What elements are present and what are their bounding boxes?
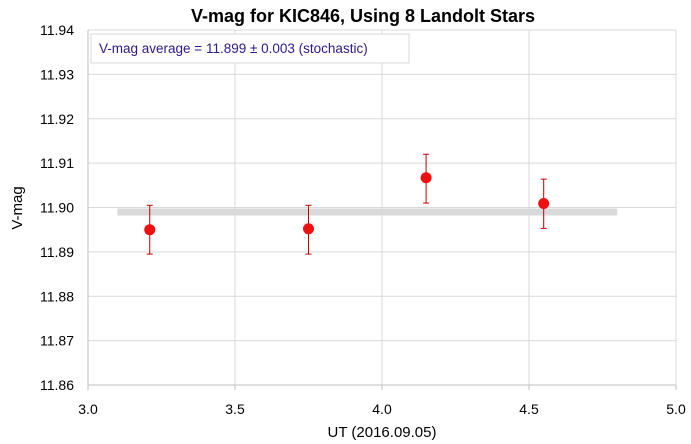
data-points [144,153,550,255]
data-point-group [144,204,156,255]
y-tick-label: 11.87 [40,333,74,349]
gridlines [87,29,677,386]
y-tick-label: 11.93 [40,66,74,82]
data-point [144,224,156,236]
x-tick-label: 5.0 [666,401,686,417]
data-point-group [303,204,314,255]
y-tick-label: 11.90 [40,200,74,216]
x-tick-label: 4.5 [519,401,539,417]
annotation-box: V-mag average = 11.899 ± 0.003 (stochast… [90,33,410,64]
y-tick-label: 11.89 [40,244,74,260]
data-point-group [420,153,432,204]
y-tick-label: 11.88 [40,288,74,304]
y-axis-title: V-mag [9,186,26,229]
annotation-text: V-mag average = 11.899 ± 0.003 (stochast… [99,41,368,56]
y-tick-label: 11.91 [40,155,74,171]
y-tick-label: 11.92 [40,111,74,127]
axes [87,30,677,390]
y-tick-label: 11.86 [40,377,74,393]
tick-labels: 11.86 11.87 11.88 11.89 11.90 11.91 11.92 11.93… [40,22,686,417]
x-axis-title: UT (2016.09.05) [328,424,437,441]
x-tick-label: 3.0 [78,401,98,417]
x-tick-label: 3.5 [225,401,245,417]
data-point [303,223,314,235]
x-tick-label: 4.0 [372,401,392,417]
annotation-frame [90,33,410,64]
data-point-group [538,178,550,229]
y-tick-label: 11.94 [40,22,74,38]
data-point [420,172,432,184]
data-point [538,198,550,210]
chart-title: V-mag for KIC846, Using 8 Landolt Stars [191,6,535,26]
